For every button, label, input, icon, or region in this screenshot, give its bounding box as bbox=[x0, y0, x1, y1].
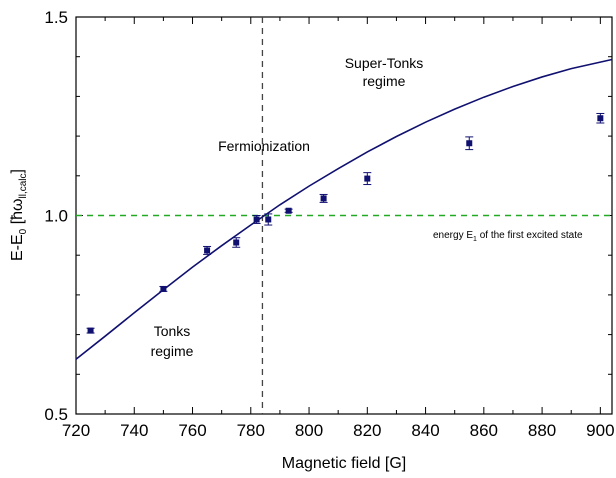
series-curve bbox=[75, 58, 613, 360]
x-tick-label: 740 bbox=[120, 421, 148, 440]
point-marker bbox=[253, 216, 260, 223]
x-tick-label: 900 bbox=[586, 421, 614, 440]
data-point bbox=[264, 213, 273, 226]
point-marker bbox=[364, 175, 371, 182]
y-tick-label: 1.0 bbox=[44, 207, 68, 226]
data-point bbox=[465, 136, 474, 151]
data-point bbox=[284, 207, 293, 214]
x-tick-label: 780 bbox=[237, 421, 265, 440]
data-point bbox=[319, 193, 328, 203]
point-marker bbox=[87, 327, 94, 334]
point-marker bbox=[204, 247, 211, 254]
y-tick-label: 0.5 bbox=[44, 405, 68, 424]
x-tick-label: 840 bbox=[411, 421, 439, 440]
annotation-tonks-regime: regime bbox=[151, 343, 194, 359]
point-marker bbox=[265, 216, 272, 223]
point-marker bbox=[320, 195, 327, 202]
x-axis-label: Magnetic field [G] bbox=[282, 455, 407, 472]
x-tick-label: 880 bbox=[528, 421, 556, 440]
data-point bbox=[159, 285, 168, 292]
x-tick-label: 860 bbox=[470, 421, 498, 440]
x-axis: 720 740 760 780 800 820 840 860 880 900 bbox=[62, 17, 615, 440]
y-axis: 0.5 1.0 1.5 bbox=[44, 8, 612, 424]
point-marker bbox=[160, 285, 167, 292]
annotation-super-tonks: Super-Tonks bbox=[345, 55, 424, 71]
data-point bbox=[203, 245, 212, 255]
annotation-energy-e1: energy E1 of the first excited state bbox=[433, 230, 583, 243]
x-tick-label: 760 bbox=[178, 421, 206, 440]
x-tick-label: 800 bbox=[295, 421, 323, 440]
data-points bbox=[86, 112, 605, 334]
annotation-tonks: Tonks bbox=[154, 323, 191, 339]
y-axis-label: E-E0 [ħωll,calc] bbox=[9, 169, 29, 261]
annotation-super-tonks-regime: regime bbox=[363, 73, 406, 89]
data-point bbox=[86, 327, 95, 334]
point-marker bbox=[285, 207, 292, 214]
data-point bbox=[232, 237, 241, 248]
point-marker bbox=[466, 140, 473, 147]
data-point bbox=[252, 215, 261, 224]
point-marker bbox=[233, 239, 240, 246]
data-point bbox=[596, 112, 605, 124]
point-marker bbox=[597, 115, 604, 122]
annotation-fermionization: Fermionization bbox=[218, 138, 310, 154]
x-tick-label: 720 bbox=[62, 421, 90, 440]
x-tick-label: 820 bbox=[353, 421, 381, 440]
data-point bbox=[363, 172, 372, 186]
y-tick-label: 1.5 bbox=[44, 8, 68, 27]
